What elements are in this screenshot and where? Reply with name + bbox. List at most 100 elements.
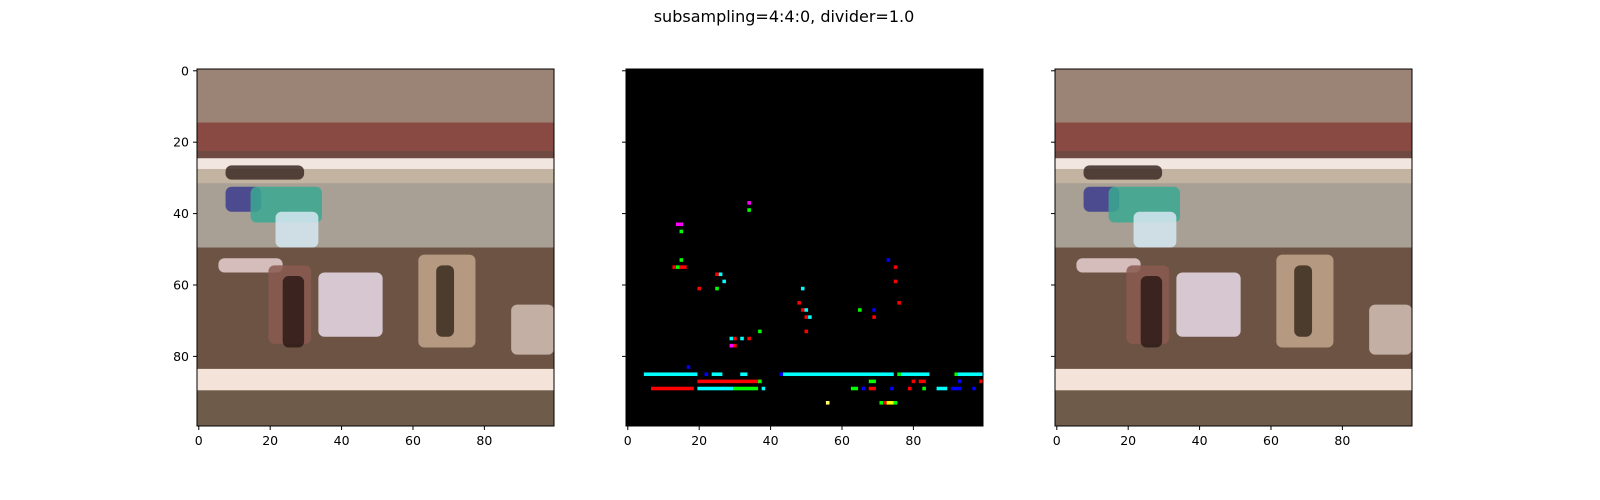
x-tick-label: 80	[905, 433, 921, 448]
difference-pixel	[679, 265, 687, 269]
y-tick-label: 80	[173, 349, 189, 364]
x-tick-label: 0	[195, 433, 203, 448]
difference-pixel	[872, 308, 876, 312]
x-tick-label: 40	[1192, 433, 1208, 448]
image-blob	[1076, 258, 1141, 273]
difference-pixel	[740, 336, 744, 341]
x-tick-label: 0	[624, 433, 632, 448]
difference-pixel	[908, 386, 912, 391]
difference-pixel	[797, 301, 801, 305]
difference-pixel	[886, 258, 891, 262]
middle-panel: 0 20 40 60 80	[622, 68, 984, 448]
difference-pixel	[733, 343, 737, 348]
difference-pixel	[868, 386, 876, 391]
x-tick-label: 60	[1263, 433, 1279, 448]
y-tick-label: 40	[173, 206, 189, 221]
difference-pixel	[779, 372, 784, 377]
middle-axes-frame	[625, 68, 984, 427]
left-panel: 0 20 40 60 80 0 20 40 60 80	[173, 63, 555, 448]
image-blob	[1294, 265, 1313, 337]
image-background	[626, 69, 983, 426]
difference-pixel	[890, 386, 894, 391]
difference-pixel	[758, 329, 762, 334]
middle-image	[626, 69, 983, 426]
image-band	[197, 368, 554, 391]
difference-pixel	[861, 386, 866, 391]
difference-pixel	[729, 336, 734, 341]
difference-pixel	[729, 343, 734, 348]
image-band	[197, 390, 554, 426]
difference-pixel	[679, 229, 684, 234]
difference-pixel	[697, 386, 734, 391]
difference-pixel	[972, 386, 976, 391]
difference-pixel	[872, 315, 876, 319]
x-tick-label: 0	[1053, 433, 1061, 448]
difference-pixel	[675, 222, 684, 227]
image-blob	[225, 165, 305, 180]
image-band	[1055, 69, 1412, 124]
difference-pixel	[711, 372, 723, 377]
difference-pixel	[761, 386, 766, 391]
difference-pixel	[808, 315, 812, 319]
difference-pixel	[886, 401, 894, 405]
difference-pixel	[858, 308, 862, 312]
difference-pixel	[783, 372, 894, 377]
difference-pixel	[804, 315, 809, 319]
difference-pixel	[643, 372, 698, 377]
difference-pixel	[747, 336, 751, 341]
image-blob	[1140, 276, 1163, 348]
difference-pixel	[650, 386, 694, 391]
image-blob	[218, 258, 283, 273]
image-blob	[436, 265, 455, 337]
difference-pixel	[954, 372, 959, 377]
difference-pixel	[686, 365, 691, 369]
difference-pixel	[893, 401, 898, 405]
x-tick-label: 20	[262, 433, 278, 448]
image-band	[197, 69, 554, 124]
difference-pixel	[958, 379, 962, 384]
x-tick-label: 40	[334, 433, 350, 448]
y-tick-label: 60	[173, 277, 189, 292]
image-blob	[1369, 304, 1412, 355]
y-tick-label: 20	[173, 135, 189, 150]
image-band	[1055, 158, 1412, 170]
difference-pixel	[897, 301, 901, 305]
difference-pixel	[911, 379, 916, 384]
image-blob	[282, 276, 305, 348]
right-axes-frame	[1054, 68, 1413, 427]
difference-pixel	[804, 329, 809, 334]
image-band	[1055, 122, 1412, 152]
difference-pixel	[900, 372, 930, 377]
right-image	[1055, 69, 1412, 426]
difference-pixel	[893, 265, 898, 269]
x-tick-label: 80	[476, 433, 492, 448]
x-tick-label: 40	[763, 433, 779, 448]
image-band	[1055, 151, 1412, 159]
difference-pixel	[715, 272, 719, 277]
difference-pixel	[922, 386, 926, 391]
difference-pixel	[722, 279, 726, 284]
difference-pixel	[740, 372, 748, 377]
difference-pixel	[675, 265, 680, 269]
image-blob	[511, 304, 554, 355]
x-tick-label: 80	[1334, 433, 1350, 448]
image-blob	[1176, 272, 1241, 337]
difference-pixel	[704, 372, 709, 377]
difference-pixel	[747, 201, 751, 205]
left-axes-frame	[196, 68, 555, 427]
difference-pixel	[883, 401, 887, 405]
difference-pixel	[936, 386, 948, 391]
difference-pixel	[868, 379, 876, 384]
right-panel: 0 20 40 60 80	[1051, 68, 1413, 448]
difference-pixel	[697, 286, 701, 291]
x-tick-label: 20	[1120, 433, 1136, 448]
difference-pixel	[733, 336, 737, 341]
difference-pixel	[958, 372, 983, 377]
image-blob	[1083, 165, 1163, 180]
difference-pixel	[979, 379, 983, 384]
difference-pixel	[800, 308, 805, 312]
difference-pixel	[672, 265, 676, 269]
difference-pixel	[893, 279, 898, 284]
image-blob	[318, 272, 383, 337]
